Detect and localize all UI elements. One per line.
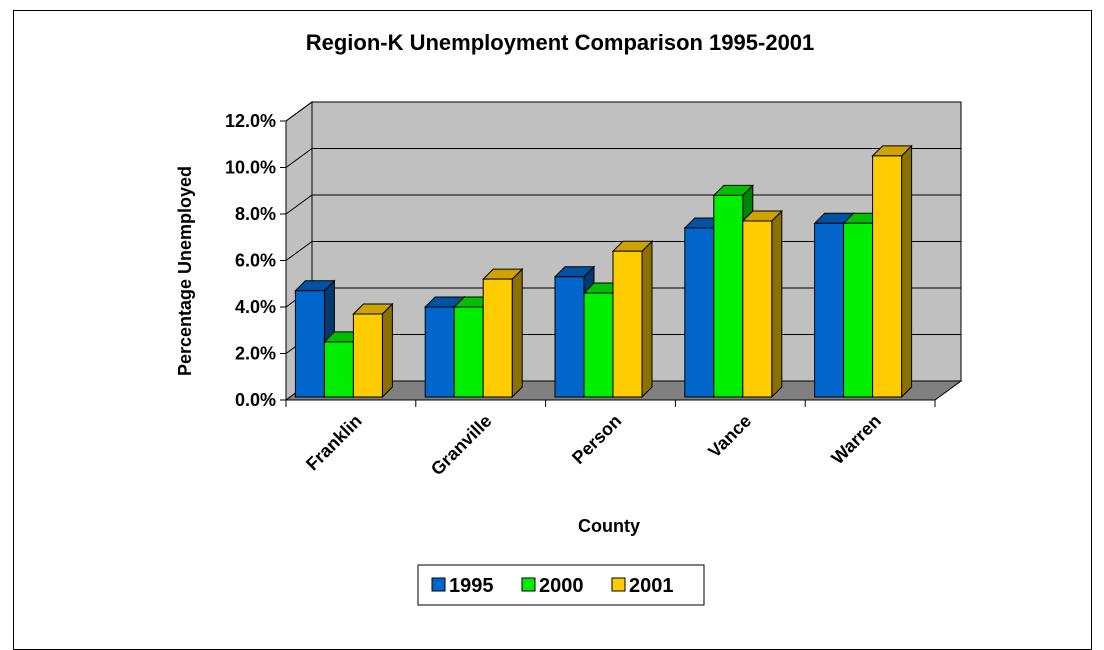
- legend-swatch: [431, 577, 446, 592]
- bar-front: [482, 278, 513, 398]
- bar-side: [641, 239, 653, 399]
- bar: [481, 267, 524, 399]
- y-tick-label: 6.0%: [235, 251, 276, 271]
- bar-front: [713, 194, 744, 398]
- bar-front: [814, 222, 845, 398]
- bar-front: [684, 227, 715, 398]
- x-tick-label: Warren: [827, 411, 885, 469]
- bar: [741, 209, 784, 399]
- bar: [352, 302, 394, 399]
- bars: [294, 144, 913, 399]
- bar-chart: 0.0% 2.0% 4.0% 6.0% 8.0% 10.0% 12.0% Franklin G…: [175, 30, 963, 606]
- y-tick-label: 4.0%: [235, 297, 276, 317]
- y-tick-label: 2.0%: [235, 344, 276, 364]
- gridline: [285, 148, 961, 168]
- chart-title: Region-K Unemployment Comparison 1995-20…: [306, 30, 815, 55]
- legend-box: [417, 564, 705, 606]
- bar-front: [294, 290, 325, 398]
- y-axis-label: Percentage Unemployed: [175, 166, 195, 376]
- bar-front: [453, 306, 484, 398]
- y-tick-label: 12.0%: [225, 111, 276, 131]
- bar: [871, 144, 913, 399]
- x-tick-label: Franklin: [302, 411, 366, 475]
- y-axis-ticks: 0.0% 2.0% 4.0% 6.0% 8.0% 10.0% 12.0%: [225, 111, 287, 410]
- bar-front: [323, 341, 354, 398]
- y-tick-label: 10.0%: [225, 158, 276, 178]
- bar-front: [554, 276, 585, 398]
- legend-label: 2001: [629, 575, 674, 597]
- bar-front: [424, 306, 455, 398]
- bar-front: [352, 313, 383, 398]
- x-tick-label: Vance: [704, 411, 755, 462]
- legend-swatch: [611, 577, 626, 592]
- y-tick-label: 8.0%: [235, 204, 276, 224]
- x-tick-label: Person: [568, 411, 625, 468]
- gridline: [285, 101, 961, 122]
- y-tick-label: 0.0%: [235, 390, 276, 410]
- bar-front: [583, 292, 614, 398]
- bar-side: [381, 302, 393, 399]
- legend-label: 1995: [449, 575, 494, 597]
- x-axis-ticks: Franklin Granville Person Vance Warren: [285, 399, 936, 480]
- bar-side: [771, 209, 783, 399]
- bar-front: [872, 155, 903, 398]
- bar: [611, 239, 654, 399]
- x-axis-label: County: [578, 516, 640, 536]
- legend-swatch: [521, 577, 536, 592]
- x-tick-label: Granville: [427, 411, 496, 480]
- bar-side: [511, 267, 523, 399]
- bar-front: [612, 250, 643, 398]
- legend: 1995 2000 2001: [417, 564, 705, 606]
- bar-front: [843, 222, 874, 398]
- legend-label: 2000: [539, 575, 584, 597]
- bar-front: [742, 220, 773, 398]
- bar-side: [901, 144, 913, 399]
